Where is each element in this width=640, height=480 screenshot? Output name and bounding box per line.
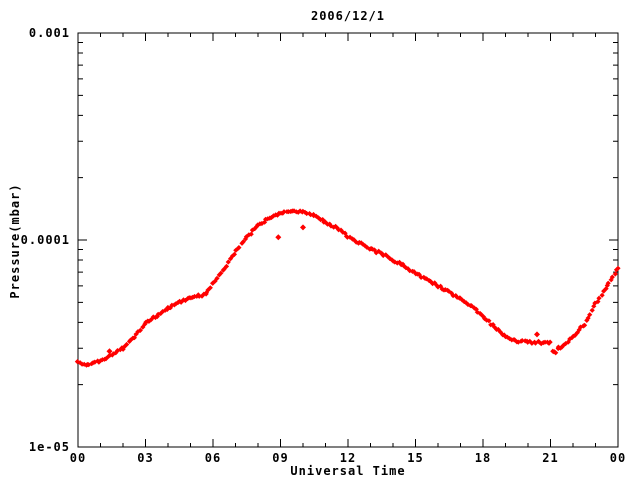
x-axis-label: Universal Time (290, 464, 406, 478)
y-tick-label: 0.0001 (20, 233, 70, 247)
x-tick-label: 09 (272, 451, 289, 465)
y-tick-label: 0.001 (28, 26, 70, 40)
y-tick-label: 1e-05 (28, 440, 70, 454)
x-tick-label: 18 (474, 451, 492, 465)
x-tick-label: 00 (69, 451, 87, 465)
axis-ticks (77, 32, 619, 448)
x-tick-label: 12 (339, 451, 357, 465)
pressure-series-markers (74, 208, 621, 368)
x-tick-label: 03 (137, 451, 154, 465)
x-tick-label: 06 (204, 451, 222, 465)
x-tick-label: 00 (609, 451, 627, 465)
x-tick-label: 15 (407, 451, 424, 465)
chart-title: 2006/12/1 (310, 9, 386, 23)
plot-border (77, 32, 619, 448)
x-tick-label: 21 (542, 451, 559, 465)
